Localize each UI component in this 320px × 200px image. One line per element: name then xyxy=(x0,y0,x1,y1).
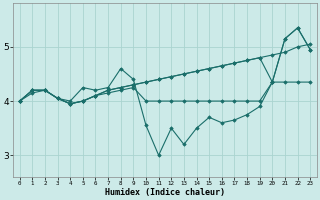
X-axis label: Humidex (Indice chaleur): Humidex (Indice chaleur) xyxy=(105,188,225,197)
